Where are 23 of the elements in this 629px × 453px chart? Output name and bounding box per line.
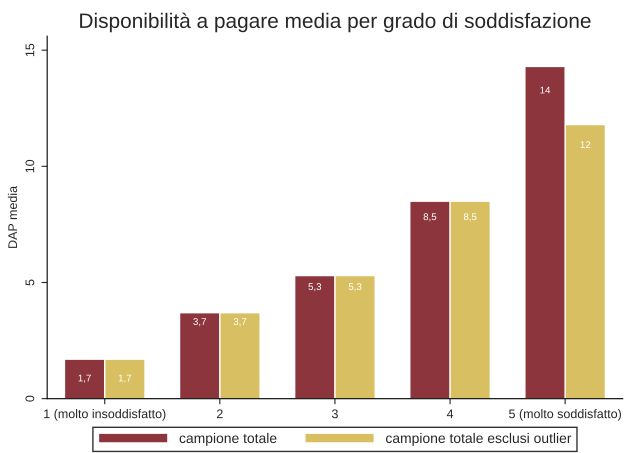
data-label: 14: [540, 86, 550, 94]
data-label: 1,7: [78, 374, 91, 383]
data-label: 8,5: [424, 213, 436, 222]
data-label: 12: [580, 141, 590, 148]
x-tick-label: 1 (molto insoddisfatto): [44, 409, 166, 421]
data-label: 5,3: [308, 283, 322, 292]
data-label: 8,5: [464, 213, 477, 222]
y-tick-label: 5: [26, 280, 34, 286]
x-tick-label: 4: [446, 410, 454, 418]
x-tick-label: 3: [332, 409, 338, 418]
data-label: 3,7: [234, 318, 246, 326]
x-tick-label: 5 (molto soddisfatto): [509, 409, 622, 421]
x-tick-label: 2: [216, 409, 223, 418]
y-tick-label: 0: [25, 396, 34, 402]
legend-label: campione totale: [180, 432, 276, 446]
chart-title: Disponibilità a pagare media per grado di soddisfazione: [80, 12, 591, 32]
legend-label: campione totale esclusi outlier: [386, 432, 572, 446]
data-label: 1,7: [118, 374, 132, 383]
y-tick-label: 15: [26, 44, 34, 56]
y-axis-title: DAP media: [8, 186, 18, 248]
y-tick-label: 10: [25, 160, 34, 172]
data-label: 5,3: [348, 283, 362, 292]
data-label: 3,7: [193, 318, 206, 326]
